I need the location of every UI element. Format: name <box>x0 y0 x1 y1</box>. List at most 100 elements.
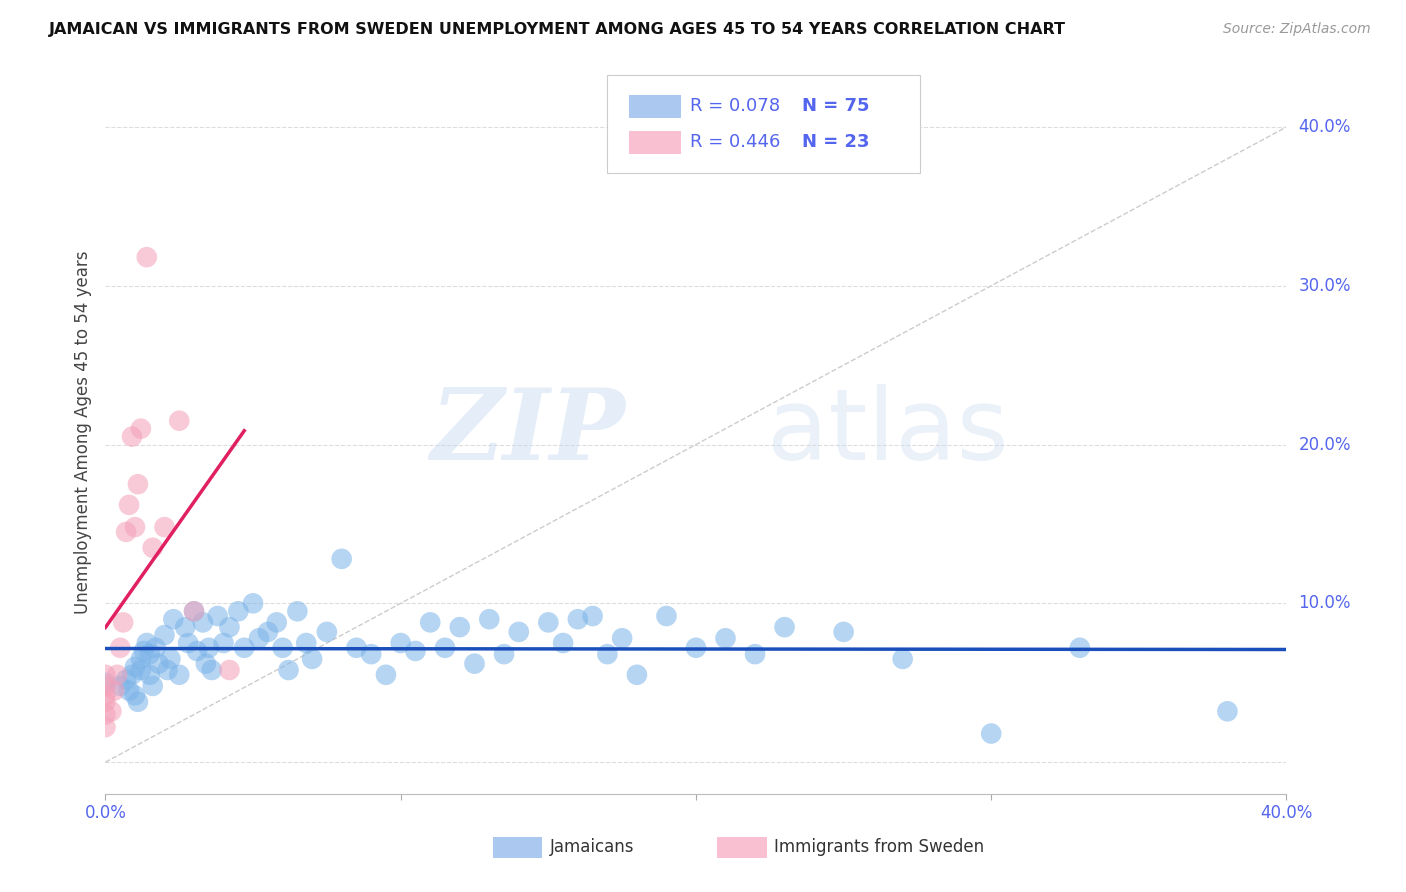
Point <box>94 695 117 709</box>
Point <box>832 624 855 639</box>
Point <box>247 632 270 646</box>
Point <box>744 647 766 661</box>
Point <box>135 250 157 264</box>
Point <box>596 647 619 661</box>
Text: 20.0%: 20.0% <box>1298 435 1351 453</box>
Point <box>103 683 125 698</box>
Point <box>121 667 143 681</box>
Point <box>153 520 176 534</box>
Y-axis label: Unemployment Among Ages 45 to 54 years: Unemployment Among Ages 45 to 54 years <box>73 251 91 615</box>
Point <box>271 640 294 655</box>
Point <box>132 644 155 658</box>
Point <box>277 663 299 677</box>
Point <box>94 667 117 681</box>
Point <box>315 624 337 639</box>
Point <box>169 414 191 428</box>
Text: N = 75: N = 75 <box>803 97 870 115</box>
Point <box>773 620 796 634</box>
FancyBboxPatch shape <box>494 838 543 858</box>
Point <box>295 636 318 650</box>
Point <box>94 679 117 693</box>
Point <box>100 704 122 718</box>
Point <box>162 612 184 626</box>
Text: 40.0%: 40.0% <box>1298 118 1351 136</box>
Point <box>112 615 135 630</box>
Point <box>218 663 240 677</box>
Text: N = 23: N = 23 <box>803 133 870 151</box>
Point <box>626 667 648 681</box>
Point <box>207 609 229 624</box>
Point <box>135 636 157 650</box>
Point <box>228 604 250 618</box>
Point <box>464 657 486 671</box>
Point <box>148 657 170 671</box>
Point <box>110 679 132 693</box>
Point <box>980 726 1002 740</box>
Point <box>551 636 574 650</box>
Point <box>266 615 288 630</box>
Point <box>194 657 217 671</box>
Point <box>1216 704 1239 718</box>
Point <box>218 620 240 634</box>
Point <box>174 620 197 634</box>
Text: Source: ZipAtlas.com: Source: ZipAtlas.com <box>1223 22 1371 37</box>
Point <box>129 652 152 666</box>
FancyBboxPatch shape <box>607 75 921 172</box>
Text: Jamaicans: Jamaicans <box>550 838 634 856</box>
Point <box>567 612 589 626</box>
Point <box>145 640 167 655</box>
Point <box>346 640 368 655</box>
Point <box>610 632 633 646</box>
Text: ZIP: ZIP <box>430 384 626 481</box>
FancyBboxPatch shape <box>628 95 681 119</box>
Point <box>287 604 309 618</box>
Point <box>257 624 280 639</box>
Point <box>508 624 530 639</box>
Point <box>186 644 208 658</box>
Point <box>129 663 152 677</box>
Point <box>492 647 515 661</box>
Text: 30.0%: 30.0% <box>1298 277 1351 294</box>
Point <box>159 652 181 666</box>
Text: R = 0.446: R = 0.446 <box>690 133 780 151</box>
Text: atlas: atlas <box>766 384 1008 481</box>
Point <box>1069 640 1091 655</box>
Point <box>537 615 560 630</box>
Point <box>478 612 501 626</box>
Point <box>115 524 138 539</box>
Point <box>655 609 678 624</box>
Point <box>183 604 205 618</box>
Point <box>330 552 353 566</box>
Text: Immigrants from Sweden: Immigrants from Sweden <box>773 838 984 856</box>
Point <box>124 520 146 534</box>
Point <box>94 689 117 703</box>
Point <box>127 477 149 491</box>
Point <box>419 615 441 630</box>
FancyBboxPatch shape <box>717 838 766 858</box>
Point <box>201 663 224 677</box>
Point <box>233 640 256 655</box>
Point <box>685 640 707 655</box>
Point <box>177 636 200 650</box>
Point <box>389 636 412 650</box>
Point <box>156 663 179 677</box>
Point <box>242 596 264 610</box>
Point <box>94 720 117 734</box>
Point <box>142 541 165 555</box>
Point <box>105 667 128 681</box>
Point <box>124 689 146 703</box>
Point <box>191 615 214 630</box>
Point <box>110 640 132 655</box>
Point <box>118 683 141 698</box>
Point <box>197 640 219 655</box>
Point <box>153 628 176 642</box>
Point <box>115 673 138 687</box>
Point <box>124 660 146 674</box>
Point <box>582 609 605 624</box>
Point <box>142 679 165 693</box>
Point <box>138 667 162 681</box>
Point <box>94 707 117 722</box>
Point <box>138 647 162 661</box>
Point <box>94 675 117 690</box>
Point <box>169 667 191 681</box>
